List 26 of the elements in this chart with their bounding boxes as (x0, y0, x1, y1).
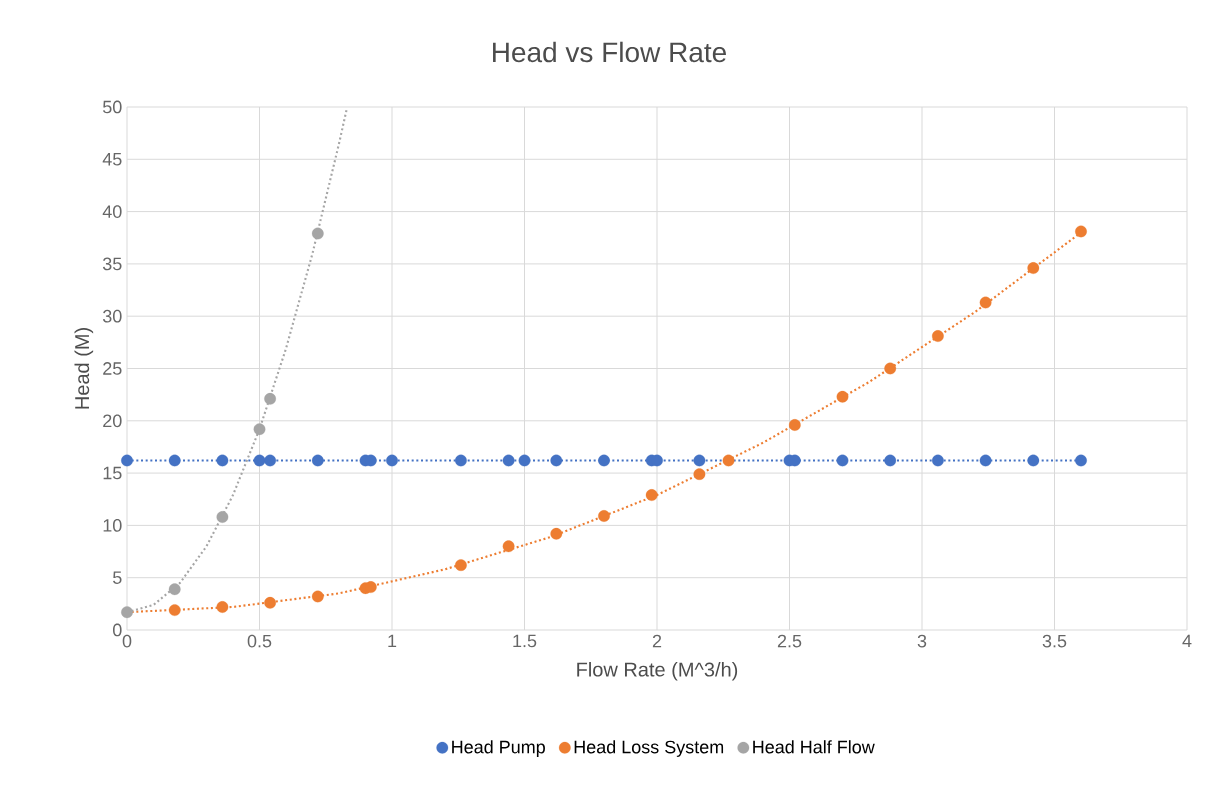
x-tick-label: 4 (1182, 634, 1192, 648)
x-tick-label: 0.5 (247, 634, 272, 648)
y-tick-label: 0 (113, 623, 122, 637)
legend-label: Head Loss System (574, 740, 724, 757)
y-tick-label: 30 (102, 309, 122, 323)
legend-label: Head Pump (452, 740, 545, 757)
y-tick-label: 10 (103, 519, 122, 532)
y-tick-label: 35 (102, 257, 122, 271)
y-tick-label: 20 (103, 414, 122, 428)
y-tick-label: 15 (103, 466, 122, 480)
y-tick-label: 45 (102, 153, 122, 166)
y-tick-label: 40 (102, 205, 122, 218)
y-tick-label: 5 (113, 571, 122, 584)
legend-label: Head Half Flow (753, 740, 875, 754)
x-tick-label: 1 (388, 634, 397, 648)
y-tick-label: 25 (103, 362, 122, 375)
x-tick-label: 2.5 (777, 634, 802, 648)
x-tick-label: 0 (122, 634, 132, 648)
x-axis-title: Flow Rate (M^3/h) (577, 661, 738, 681)
x-tick-label: 1.5 (513, 634, 537, 648)
chart-title: Head vs Flow Rate (493, 41, 726, 63)
x-tick-label: 2 (652, 634, 662, 648)
y-axis-title: Head (M) (74, 328, 94, 409)
x-tick-label: 3 (917, 634, 927, 648)
y-tick-label: 50 (102, 100, 122, 114)
x-tick-label: 3.5 (1042, 634, 1067, 648)
